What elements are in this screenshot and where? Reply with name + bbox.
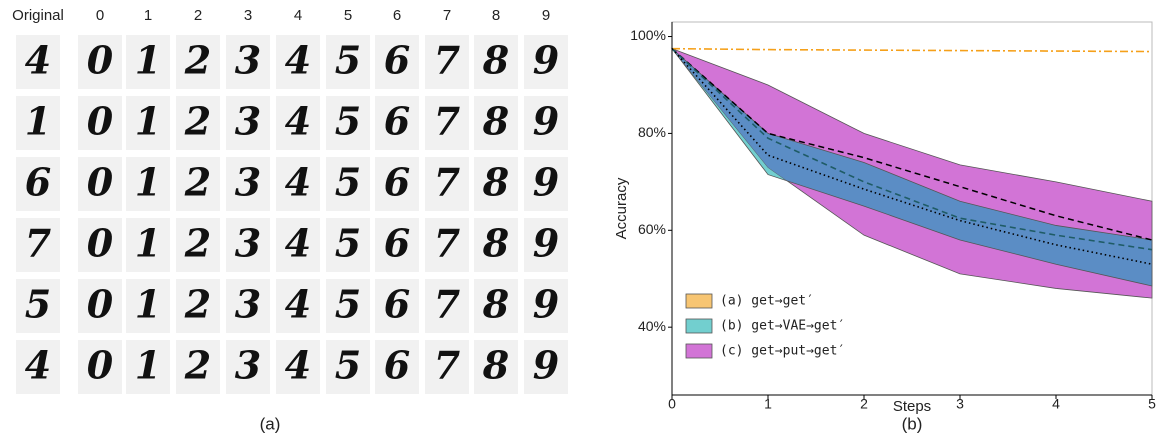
column-header: 5 xyxy=(344,7,352,24)
digit: 9 xyxy=(533,282,559,327)
digit: 5 xyxy=(335,160,361,205)
digit: 0 xyxy=(87,282,114,327)
x-tick-label: 0 xyxy=(668,396,676,412)
y-tick-label: 80% xyxy=(638,124,666,140)
digit: 2 xyxy=(184,99,211,144)
digit: 2 xyxy=(184,282,211,327)
digit: 8 xyxy=(482,99,509,144)
x-tick-label: 5 xyxy=(1148,396,1156,412)
x-tick-label: 4 xyxy=(1052,396,1060,412)
digit: 3 xyxy=(235,343,261,388)
legend-label: (b) get→VAE→get′ xyxy=(720,319,845,334)
caption: (b) xyxy=(902,414,923,433)
figure: (a) (b) Original416754000000011111112222… xyxy=(0,0,1163,439)
digit: 3 xyxy=(235,160,261,205)
digit: 1 xyxy=(135,221,161,266)
column-header: 7 xyxy=(443,7,451,24)
digit: 3 xyxy=(235,99,261,144)
digit: 8 xyxy=(482,38,509,83)
legend-swatch xyxy=(686,344,712,358)
legend-label: (a) get→get′ xyxy=(720,294,814,309)
legend-swatch xyxy=(686,319,712,333)
digit: 5 xyxy=(335,343,361,388)
x-axis-label: Steps xyxy=(893,398,931,415)
digit: 7 xyxy=(434,343,460,388)
digit: 9 xyxy=(533,38,559,83)
digit: 7 xyxy=(434,160,460,205)
digit: 3 xyxy=(235,38,261,83)
digit: 1 xyxy=(25,99,51,144)
digit: 7 xyxy=(434,282,460,327)
y-axis-label: Accuracy xyxy=(613,177,630,239)
digit: 7 xyxy=(434,221,460,266)
x-tick-label: 1 xyxy=(764,396,772,412)
y-tick-label: 100% xyxy=(630,27,666,43)
column-header: 1 xyxy=(144,7,152,24)
digit: 6 xyxy=(384,343,410,388)
digit: 0 xyxy=(87,160,114,205)
digit: 1 xyxy=(135,38,161,83)
legend-swatch xyxy=(686,294,712,308)
digit: 0 xyxy=(87,99,114,144)
digit: 2 xyxy=(184,221,211,266)
digit: 9 xyxy=(533,221,559,266)
digit: 3 xyxy=(235,221,261,266)
digit: 4 xyxy=(285,99,311,144)
digit: 3 xyxy=(235,282,261,327)
digit: 9 xyxy=(533,160,559,205)
digit: 7 xyxy=(25,221,51,266)
digit: 4 xyxy=(285,38,311,83)
digit: 7 xyxy=(434,99,460,144)
column-header: 9 xyxy=(542,7,550,24)
x-tick-label: 2 xyxy=(860,396,868,412)
digit: 9 xyxy=(533,343,559,388)
digit: 4 xyxy=(25,38,51,83)
digit: 5 xyxy=(335,38,361,83)
column-header: 4 xyxy=(294,7,302,24)
digit: 6 xyxy=(384,38,410,83)
digit: 0 xyxy=(87,343,114,388)
digit: 0 xyxy=(87,221,114,266)
digit: 2 xyxy=(184,343,211,388)
column-header: 2 xyxy=(194,7,202,24)
digit: 1 xyxy=(135,343,161,388)
digit: 7 xyxy=(434,38,460,83)
digit: 0 xyxy=(87,38,114,83)
digit: 8 xyxy=(482,160,509,205)
digit: 5 xyxy=(25,282,51,327)
digit: 4 xyxy=(285,221,311,266)
digit: 8 xyxy=(482,282,509,327)
digit: 6 xyxy=(384,282,410,327)
digit: 1 xyxy=(135,160,161,205)
y-tick-label: 40% xyxy=(638,318,666,334)
x-tick-label: 3 xyxy=(956,396,964,412)
digit: 6 xyxy=(25,160,51,205)
digit: 5 xyxy=(335,282,361,327)
digit: 2 xyxy=(184,38,211,83)
caption: (a) xyxy=(260,414,281,433)
digit: 5 xyxy=(335,221,361,266)
digit: 4 xyxy=(285,160,311,205)
legend-label: (c) get→put→get′ xyxy=(720,344,845,359)
digit: 6 xyxy=(384,99,410,144)
digit: 8 xyxy=(482,221,509,266)
column-header: 8 xyxy=(492,7,500,24)
digit: 5 xyxy=(335,99,361,144)
digit: 4 xyxy=(285,343,311,388)
column-header: Original xyxy=(12,7,64,24)
digit: 9 xyxy=(533,99,559,144)
digit: 4 xyxy=(25,343,51,388)
digit: 8 xyxy=(482,343,509,388)
y-tick-label: 60% xyxy=(638,221,666,237)
column-header: 6 xyxy=(393,7,401,24)
line xyxy=(672,49,1152,52)
digit: 6 xyxy=(384,160,410,205)
digit: 4 xyxy=(285,282,311,327)
digit: 1 xyxy=(135,282,161,327)
column-header: 0 xyxy=(96,7,104,24)
digit: 2 xyxy=(184,160,211,205)
column-header: 3 xyxy=(244,7,252,24)
digit: 6 xyxy=(384,221,410,266)
digit: 1 xyxy=(135,99,161,144)
